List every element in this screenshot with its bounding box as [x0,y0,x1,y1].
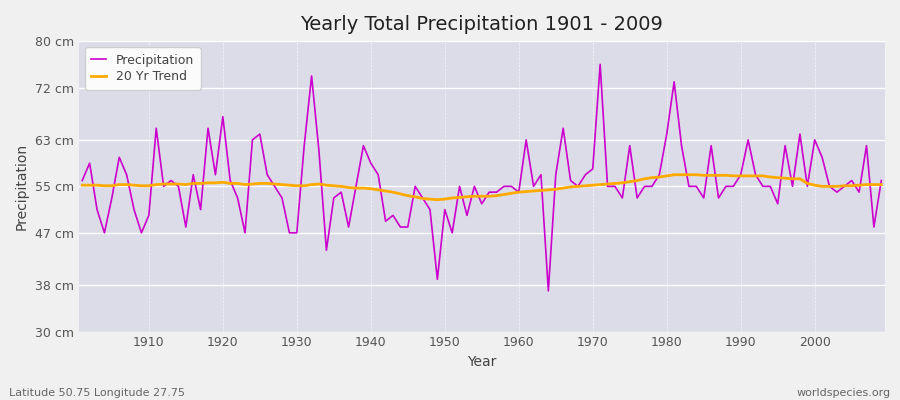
Text: worldspecies.org: worldspecies.org [796,388,891,398]
Precipitation [543,288,553,293]
20 Yr Trend [876,182,886,187]
Precipitation [595,62,606,67]
20 Yr Trend [521,189,532,194]
Title: Yearly Total Precipitation 1901 - 2009: Yearly Total Precipitation 1901 - 2009 [301,15,663,34]
20 Yr Trend [343,185,354,190]
20 Yr Trend [136,183,147,188]
Line: Precipitation: Precipitation [82,64,881,291]
Text: Latitude 50.75 Longitude 27.75: Latitude 50.75 Longitude 27.75 [9,388,185,398]
Precipitation [136,230,147,235]
Legend: Precipitation, 20 Yr Trend: Precipitation, 20 Yr Trend [85,47,201,90]
X-axis label: Year: Year [467,355,497,369]
Precipitation [343,225,354,230]
20 Yr Trend [609,181,620,186]
Precipitation [616,196,627,200]
Precipitation [299,143,310,148]
Line: 20 Yr Trend: 20 Yr Trend [82,175,881,200]
Precipitation [513,190,524,194]
20 Yr Trend [76,183,87,188]
20 Yr Trend [513,190,524,194]
Y-axis label: Precipitation: Precipitation [15,143,29,230]
20 Yr Trend [299,183,310,188]
Precipitation [506,184,517,189]
20 Yr Trend [432,197,443,202]
Precipitation [76,178,87,183]
Precipitation [876,178,886,183]
20 Yr Trend [669,172,680,177]
